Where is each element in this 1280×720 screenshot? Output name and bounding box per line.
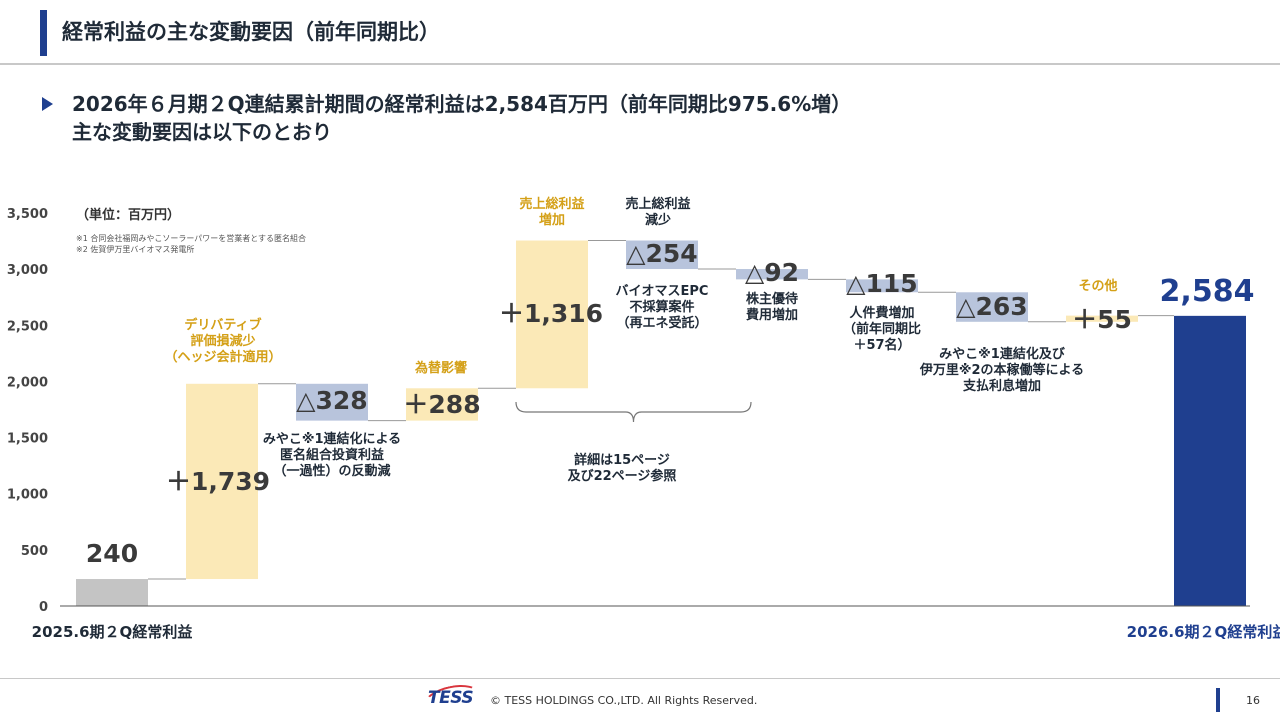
- bar-note-secondary: バイオマスEPC 不採算案件 （再エネ受託）: [616, 284, 709, 332]
- bar-note-line: 費用増加: [745, 308, 799, 323]
- bar-note-line: その他: [1078, 279, 1118, 294]
- title-accent-bar: [40, 10, 47, 56]
- bar-value-label: ＋55: [1072, 305, 1132, 334]
- bar-note-line: 伊万里※2の本稼働等による: [919, 363, 1085, 378]
- bar-note-line: デリバティブ: [184, 318, 262, 333]
- x-category-label-line: 2026.6期２Q: [1126, 623, 1228, 641]
- bar-increase: [186, 383, 258, 580]
- bar-note-line: 評価損減少: [190, 334, 256, 349]
- connector-lines: [148, 240, 1174, 580]
- x-category-label-line: 経常利益: [132, 623, 193, 641]
- copyright: © TESS HOLDINGS CO.,LTD. All Rights Rese…: [490, 694, 758, 707]
- bar-value-label: △115: [846, 269, 918, 298]
- bar-note-line: （一過性）の反動減: [273, 464, 391, 479]
- x-category-label: 2026.6期２Q経常利益: [1127, 622, 1280, 642]
- y-axis: 0 500 1,000 1,500 2,000 2,500 3,000 3,500: [7, 207, 48, 615]
- x-category-label-line: 2025.6期２Q: [31, 623, 133, 641]
- bar-note: 売上総利益 増加: [519, 197, 584, 229]
- bar-value-label: ＋288: [403, 390, 481, 419]
- y-tick-label: 2,500: [7, 319, 48, 334]
- bar-note-secondary-line: 不採算案件: [629, 300, 695, 315]
- bar-note-line: 減少: [644, 213, 672, 228]
- bracket-note-line: 及び22ページ参照: [567, 469, 677, 484]
- y-tick-label: 0: [39, 600, 48, 615]
- bar-decrease: [296, 383, 368, 421]
- company-logo: TESS: [428, 688, 474, 708]
- bar-note-line: （前年同期比: [842, 322, 922, 337]
- bar-value-label: 2,584: [1159, 274, 1255, 309]
- bar-note: その他: [1078, 279, 1117, 295]
- bar-start: [76, 579, 148, 606]
- bar-end: [1174, 315, 1246, 606]
- bar-note-line: みやこ※1連結化による: [262, 432, 402, 447]
- bar-note: 売上総利益 減少: [625, 197, 690, 229]
- bar-decrease: [736, 269, 808, 280]
- headline-line-1: 2026年６月期２Q連結累計期間の経常利益は2,584百万円（前年同期比975.…: [72, 92, 852, 116]
- unit-label: （単位：百万円）: [76, 208, 181, 223]
- bar-increase: [1066, 315, 1138, 322]
- page-number: 16: [1246, 694, 1260, 707]
- bar-note-line: 増加: [538, 213, 566, 228]
- bar-note-line: 匿名組合投資利益: [279, 448, 385, 463]
- footnote-1: ※1 合同会社福岡みやこソーラーパワーを営業者とする匿名組合: [76, 234, 307, 243]
- bar-decrease: [956, 292, 1028, 322]
- x-category-label: 2025.6期２Q経常利益: [32, 622, 193, 642]
- bar-increase: [406, 388, 478, 421]
- bar-note-line: 売上総利益: [519, 197, 585, 212]
- footnote-2: ※2 佐賀伊万里バイオマス発電所: [76, 245, 195, 254]
- bar-value-label: ＋1,316: [498, 299, 604, 328]
- bracket-shape: [515, 401, 752, 423]
- bar-value-label: △263: [956, 292, 1028, 321]
- bar-note: みやこ※1連結化による 匿名組合投資利益 （一過性）の反動減: [263, 432, 401, 480]
- page-title: 経常利益の主な変動要因（前年同期比）: [62, 20, 440, 44]
- bar-note-line: （ヘッジ会計適用）: [164, 350, 282, 365]
- bar-note-line: 為替影響: [414, 361, 468, 376]
- page-number-accent: [1216, 688, 1220, 712]
- bar-note-line: 株主優待: [745, 292, 799, 307]
- bar-value-label: △328: [296, 386, 368, 415]
- footer-divider: [0, 678, 1280, 679]
- y-tick-label: 1,500: [7, 432, 48, 447]
- y-tick-label: 1,000: [7, 488, 48, 503]
- bracket: [515, 401, 752, 423]
- bars: [76, 240, 1246, 606]
- bar-note: デリバティブ 評価損減少 （ヘッジ会計適用）: [164, 318, 281, 366]
- bar-value-label: △254: [626, 239, 698, 268]
- bar-note: 株主優待 費用増加: [746, 292, 798, 324]
- bar-note-line: みやこ※1連結化及び: [939, 347, 1065, 362]
- bar-note-line: ＋57名）: [853, 338, 911, 353]
- bar-note: 為替影響: [415, 361, 467, 377]
- title-divider: [0, 63, 1280, 65]
- y-tick-label: 3,500: [7, 207, 48, 222]
- bar-note-line: 支払利息増加: [962, 379, 1042, 394]
- x-category-label-line: 経常利益: [1227, 623, 1280, 641]
- bar-increase: [516, 240, 588, 389]
- bar-decrease: [846, 279, 918, 293]
- y-tick-label: 3,000: [7, 263, 48, 278]
- bar-note-secondary-line: バイオマスEPC: [615, 284, 709, 299]
- headline: 2026年６月期２Q連結累計期間の経常利益は2,584百万円（前年同期比975.…: [72, 90, 851, 146]
- bar-note: 人件費増加 （前年同期比 ＋57名）: [843, 306, 921, 354]
- bar-note-line: 売上総利益: [625, 197, 691, 212]
- bar-note-secondary-line: （再エネ受託）: [616, 316, 708, 331]
- bracket-note: 詳細は15ページ 及び22ページ参照: [568, 453, 677, 485]
- triangle-bullet-icon: [42, 97, 53, 111]
- bar-note-line: 人件費増加: [849, 306, 915, 321]
- bar-note: みやこ※1連結化及び 伊万里※2の本稼働等による 支払利息増加: [920, 347, 1084, 395]
- bar-value-label: ＋1,739: [165, 467, 271, 496]
- bar-value-label: △92: [744, 258, 800, 287]
- y-tick-label: 2,000: [7, 375, 48, 390]
- bracket-note-line: 詳細は15ページ: [574, 453, 670, 468]
- bar-decrease: [626, 240, 698, 270]
- bar-value-label: 240: [85, 539, 139, 568]
- y-tick-label: 500: [21, 544, 48, 559]
- headline-line-2: 主な変動要因は以下のとおり: [72, 120, 332, 144]
